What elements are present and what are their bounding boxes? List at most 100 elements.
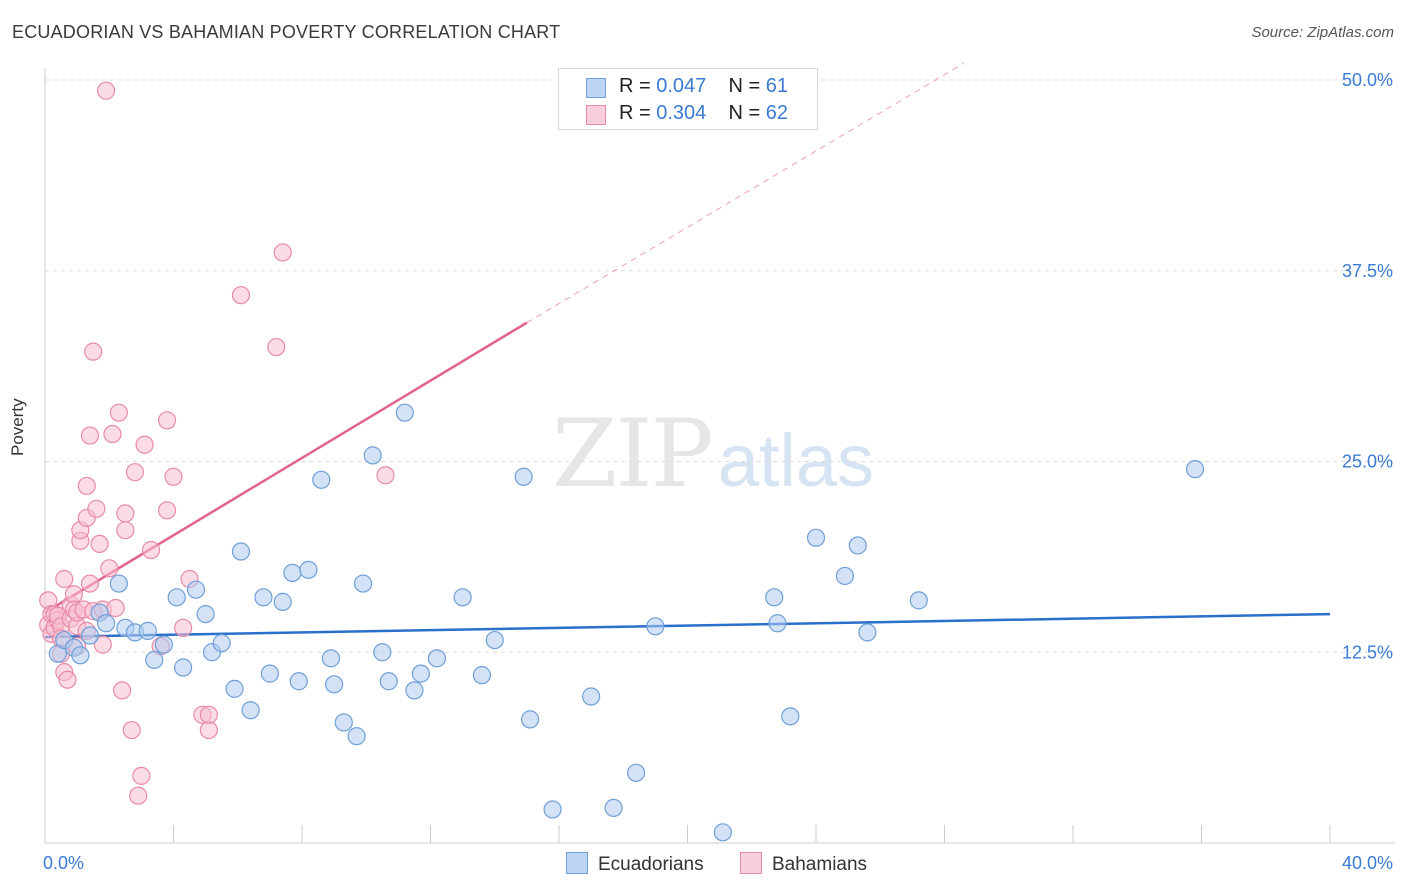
bahamian-point [141, 540, 161, 560]
bahamian-point [77, 476, 96, 496]
ecuadorian-point [646, 617, 665, 636]
ecuadorian-point [395, 403, 414, 422]
ecuadorian-point [174, 658, 193, 677]
ecuadorian-point [289, 672, 308, 691]
ecuadorian-point [299, 560, 318, 579]
bahamian-point [164, 467, 183, 486]
legend-r-value: 0.047 [656, 75, 707, 97]
bottom-legend-swatch-blue [566, 852, 588, 874]
legend-swatch-blue [586, 78, 606, 98]
ecuadorian-point [768, 614, 787, 633]
data-points [39, 81, 1205, 842]
bottom-legend-bahamians: Bahamians [740, 852, 867, 876]
legend-n-value: 62 [765, 102, 789, 124]
ecuadorian-point [411, 664, 430, 683]
x-tick-label-max: 40.0% [1342, 853, 1393, 873]
bahamian-point [199, 720, 218, 740]
ecuadorian-point [781, 707, 800, 726]
bahamian-point [84, 342, 103, 361]
chart-title: ECUADORIAN VS BAHAMIAN POVERTY CORRELATI… [12, 22, 561, 42]
ecuadorian-point [260, 664, 279, 683]
bahamian-point [267, 337, 286, 357]
ecuadorian-point [858, 623, 877, 642]
bahamian-point [55, 569, 74, 589]
bahamian-point [157, 501, 177, 520]
bahamian-point [90, 534, 109, 554]
bahamian-point [135, 435, 154, 454]
ecuadorian-point [325, 675, 344, 694]
bahamian-point [64, 585, 84, 604]
ecuadorian-point [765, 588, 784, 607]
correlation-legend: R = 0.047 N = 61 R = 0.304 N = 62 [558, 68, 818, 130]
ecuadorian-point [472, 666, 491, 685]
bottom-legend-label: Bahamians [772, 854, 868, 875]
ecuadorian-point [167, 588, 186, 607]
ecuadorian-point [254, 588, 273, 607]
ecuadorian-point [1185, 460, 1205, 479]
bahamian-point [96, 81, 116, 100]
bahamian-point [122, 720, 141, 740]
ecuadorian-point [231, 542, 251, 561]
ecuadorian-point [379, 672, 398, 691]
ecuadorian-point [109, 574, 128, 593]
bahamian-trend-line [44, 321, 528, 614]
bahamian-point [199, 705, 218, 724]
bahamian-trend-extension [526, 62, 965, 324]
bahamian-point [125, 463, 145, 482]
bahamian-point [116, 504, 135, 523]
bahamian-point [100, 559, 119, 578]
ecuadorian-point [909, 591, 928, 610]
bahamian-point [109, 403, 128, 422]
bahamian-point [231, 286, 251, 305]
ecuadorian-point [453, 588, 472, 607]
axes [44, 68, 1395, 844]
tick-labels: 12.5% 25.0% 37.5% 50.0% 0.0% 40.0% [43, 70, 1393, 873]
ecuadorian-point [626, 763, 646, 782]
bottom-legend-ecuadorians: Ecuadorians [566, 852, 704, 876]
y-tick-label: 50.0% [1342, 70, 1393, 90]
bahamian-point [106, 598, 125, 618]
bahamian-point [174, 618, 193, 637]
ecuadorian-point [154, 635, 173, 654]
ecuadorian-point [806, 528, 826, 547]
bahamian-point [103, 424, 122, 444]
ecuadorian-trend-line [44, 612, 1331, 639]
bottom-legend-swatch-pink [740, 852, 762, 874]
ecuadorian-point [514, 467, 533, 486]
ecuadorian-point [848, 536, 867, 555]
ecuadorian-point [96, 614, 116, 633]
bahamian-point [87, 499, 106, 518]
watermark-atlas: atlas [717, 419, 875, 502]
ecuadorian-point [520, 710, 540, 729]
ecuadorian-point [485, 630, 504, 650]
bahamian-point [58, 670, 77, 689]
bahamian-point [273, 243, 292, 262]
watermark-zip: ZIP [552, 400, 714, 509]
trend-lines [44, 62, 1331, 639]
bahamian-point [157, 411, 177, 430]
bahamian-point [80, 574, 100, 593]
y-tick-label: 25.0% [1342, 452, 1393, 472]
ecuadorian-point [582, 687, 601, 706]
ecuadorian-point [196, 604, 215, 624]
legend-swatch-pink [586, 105, 606, 125]
ecuadorian-point [405, 681, 424, 700]
ecuadorian-point [373, 643, 392, 662]
ecuadorian-point [241, 701, 260, 720]
ecuadorian-point [353, 574, 373, 593]
ecuadorian-point [145, 650, 164, 669]
legend-r-label: R = [619, 102, 651, 124]
bahamian-point [80, 426, 100, 445]
ecuadorian-point [138, 621, 157, 640]
bahamian-point [376, 466, 395, 485]
source-label: Source: ZipAtlas.com [1251, 24, 1394, 41]
ecuadorian-point [604, 798, 623, 818]
bahamian-point [132, 766, 151, 785]
gridlines [45, 79, 1395, 653]
legend-n-label: N = [728, 102, 761, 124]
ecuadorian-point [321, 649, 341, 668]
ecuadorian-point [212, 633, 231, 653]
ecuadorian-point [80, 626, 100, 645]
ecuadorian-point [186, 580, 206, 599]
